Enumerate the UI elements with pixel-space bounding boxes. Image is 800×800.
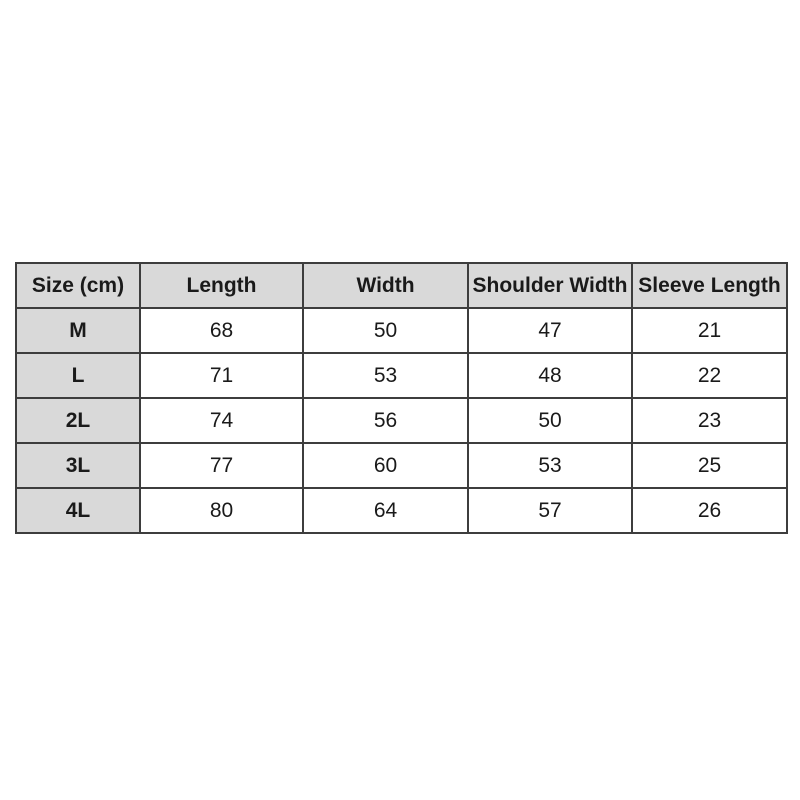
- width-value-cell: 60: [302, 442, 469, 489]
- width-value-cell: 50: [302, 307, 469, 354]
- header-row: Size (cm) Length Width Shoulder Width Sl…: [15, 262, 788, 309]
- row-label-cell: 4L: [15, 487, 141, 534]
- table-row: L 71 53 48 22: [15, 352, 788, 399]
- shoulder-width-value-cell: 57: [467, 487, 633, 534]
- table-row: M 68 50 47 21: [15, 307, 788, 354]
- length-value-cell: 80: [139, 487, 304, 534]
- header-cell-sleeve-length: Sleeve Length: [631, 262, 788, 309]
- header-cell-length: Length: [139, 262, 304, 309]
- length-value-cell: 77: [139, 442, 304, 489]
- table-row: 4L 80 64 57 26: [15, 487, 788, 534]
- length-value-cell: 68: [139, 307, 304, 354]
- width-value-cell: 64: [302, 487, 469, 534]
- table-row: 2L 74 56 50 23: [15, 397, 788, 444]
- size-chart-table: Size (cm) Length Width Shoulder Width Sl…: [15, 262, 788, 534]
- row-label-cell: 2L: [15, 397, 141, 444]
- width-value-cell: 56: [302, 397, 469, 444]
- sleeve-length-value-cell: 25: [631, 442, 788, 489]
- sleeve-length-value-cell: 23: [631, 397, 788, 444]
- table-row: 3L 77 60 53 25: [15, 442, 788, 489]
- sleeve-length-value-cell: 22: [631, 352, 788, 399]
- row-label-cell: 3L: [15, 442, 141, 489]
- header-cell-shoulder-width: Shoulder Width: [467, 262, 633, 309]
- row-label-cell: L: [15, 352, 141, 399]
- sleeve-length-value-cell: 26: [631, 487, 788, 534]
- shoulder-width-value-cell: 48: [467, 352, 633, 399]
- sleeve-length-value-cell: 21: [631, 307, 788, 354]
- shoulder-width-value-cell: 50: [467, 397, 633, 444]
- header-cell-width: Width: [302, 262, 469, 309]
- width-value-cell: 53: [302, 352, 469, 399]
- row-label-cell: M: [15, 307, 141, 354]
- shoulder-width-value-cell: 53: [467, 442, 633, 489]
- length-value-cell: 71: [139, 352, 304, 399]
- shoulder-width-value-cell: 47: [467, 307, 633, 354]
- length-value-cell: 74: [139, 397, 304, 444]
- header-cell-size: Size (cm): [15, 262, 141, 309]
